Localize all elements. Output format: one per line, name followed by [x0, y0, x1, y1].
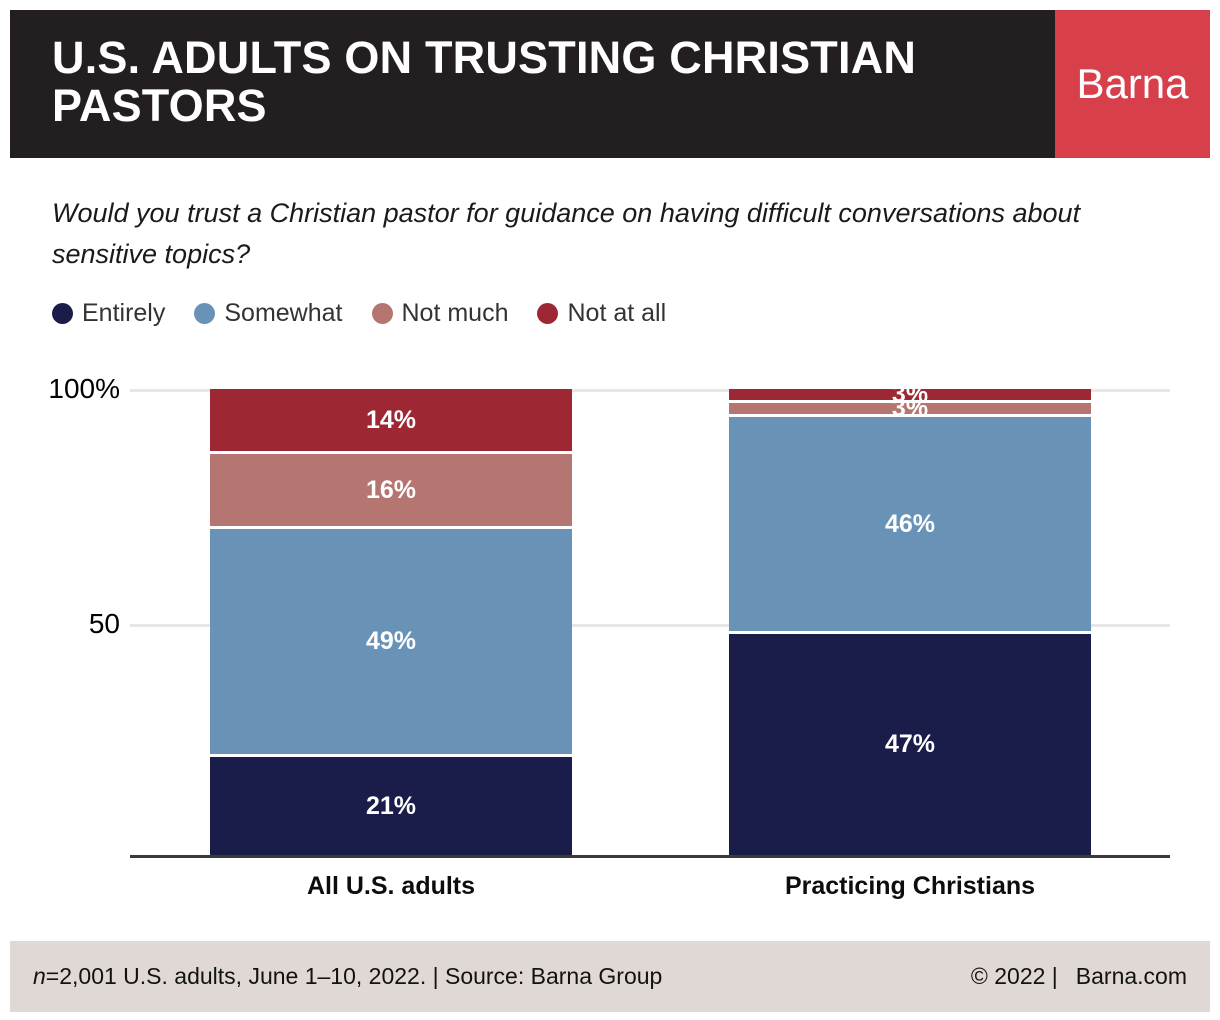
copyright-text: © 2022 | — [970, 963, 1058, 989]
legend-label: Entirely — [82, 299, 166, 327]
header-bar: U.S. ADULTS ON TRUSTING CHRISTIAN PASTOR… — [10, 10, 1210, 158]
x-axis-category-label: Practicing Christians — [784, 872, 1036, 900]
y-axis-tick-label: 50 — [88, 607, 120, 639]
legend-dot-icon — [371, 303, 393, 324]
x-axis-category-label: All U.S. adults — [306, 872, 476, 900]
source-note-text: =2,001 U.S. adults, June 1–10, 2022. | S… — [45, 963, 663, 989]
bar-segment-value: 14% — [365, 405, 417, 434]
bar-segment-not-much: 16% — [210, 454, 572, 529]
legend-label: Not much — [401, 299, 509, 327]
bar-segment-value: 47% — [884, 729, 936, 758]
bar-segment-value: 46% — [884, 509, 936, 538]
bar-segment-value: 21% — [365, 791, 417, 820]
legend-dot-icon — [52, 303, 73, 324]
source-note: n=2,001 U.S. adults, June 1–10, 2022. | … — [33, 963, 662, 990]
bar-segment-somewhat: 46% — [729, 417, 1091, 634]
gridline-100 — [130, 389, 1170, 392]
barna-logo: Barna — [1055, 10, 1210, 158]
bar-segment-not-at-all: 3% — [729, 389, 1091, 407]
plot-area: 21% 49% 16% 14% 47% 46% 3% 3% — [130, 389, 1170, 858]
legend-item-not-much: Not much — [371, 299, 509, 328]
source-note-n: n — [33, 963, 46, 989]
bar-segment-value: 16% — [365, 475, 417, 504]
bar-segment-entirely: 47% — [729, 633, 1091, 855]
bar-all-u-s-adults: 21% 49% 16% 14% — [210, 389, 572, 855]
bar-segment-entirely: 21% — [210, 757, 572, 855]
page-title: U.S. ADULTS ON TRUSTING CHRISTIAN PASTOR… — [52, 32, 917, 132]
gridline-50 — [130, 623, 1170, 627]
legend-label: Somewhat — [224, 299, 343, 327]
bar-practicing-christians: 47% 46% 3% 3% — [729, 389, 1091, 855]
bar-segment-value: 49% — [365, 626, 417, 655]
legend-label: Not at all — [567, 299, 667, 327]
bar-segment-not-at-all: 14% — [210, 389, 572, 455]
legend-item-somewhat: Somewhat — [194, 299, 343, 328]
legend-dot-icon — [194, 303, 216, 324]
site-text: Barna.com — [1075, 963, 1187, 989]
bar-segment-value: 3% — [891, 389, 929, 409]
legend: Entirely Somewhat Not much Not at all — [52, 299, 666, 328]
legend-dot-icon — [537, 303, 559, 324]
legend-item-entirely: Entirely — [52, 299, 165, 328]
copyright-note: © 2022 | Barna.com — [971, 963, 1187, 990]
bar-segment-not-much: 3% — [729, 396, 1091, 421]
barna-logo-text: Barna — [1076, 60, 1189, 107]
y-axis-tick-label: 100% — [48, 373, 120, 404]
survey-question: Would you trust a Christian pastor for g… — [52, 198, 1081, 269]
footer-bar: n=2,001 U.S. adults, June 1–10, 2022. | … — [10, 941, 1210, 1012]
bar-segment-somewhat: 49% — [210, 528, 572, 758]
legend-item-not-at-all: Not at all — [537, 299, 666, 328]
